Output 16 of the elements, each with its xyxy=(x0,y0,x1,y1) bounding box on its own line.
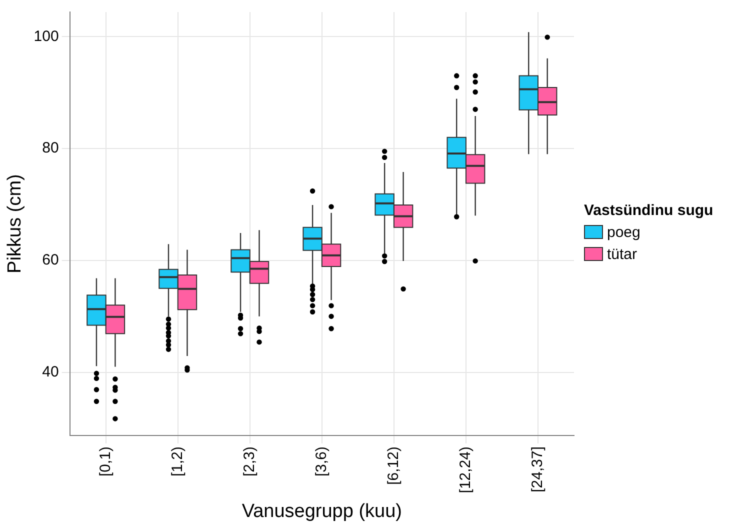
legend-title: Vastsündinu sugu xyxy=(584,202,714,219)
x-tick-label: [0,1) xyxy=(96,446,114,477)
x-tick-label: [24,37] xyxy=(529,446,546,492)
y-tick-label: 80 xyxy=(42,140,59,157)
x-tick-label: [12,24) xyxy=(457,446,474,494)
x-tick-label: [6,12) xyxy=(385,446,402,485)
x-tick-label: [2,3) xyxy=(241,446,258,477)
y-axis-title: Pikkus (cm) xyxy=(4,174,26,274)
y-tick-label: 100 xyxy=(34,28,59,45)
x-tick-label: [3,6) xyxy=(313,446,330,477)
x-tick-label: [1,2) xyxy=(169,446,186,477)
y-tick-label: 60 xyxy=(42,252,59,269)
x-axis-title: Vanusegrupp (kuu) xyxy=(242,500,402,522)
legend-label: tütar xyxy=(607,246,638,262)
legend-label: poeg xyxy=(607,224,640,240)
y-tick-label: 40 xyxy=(42,363,59,380)
